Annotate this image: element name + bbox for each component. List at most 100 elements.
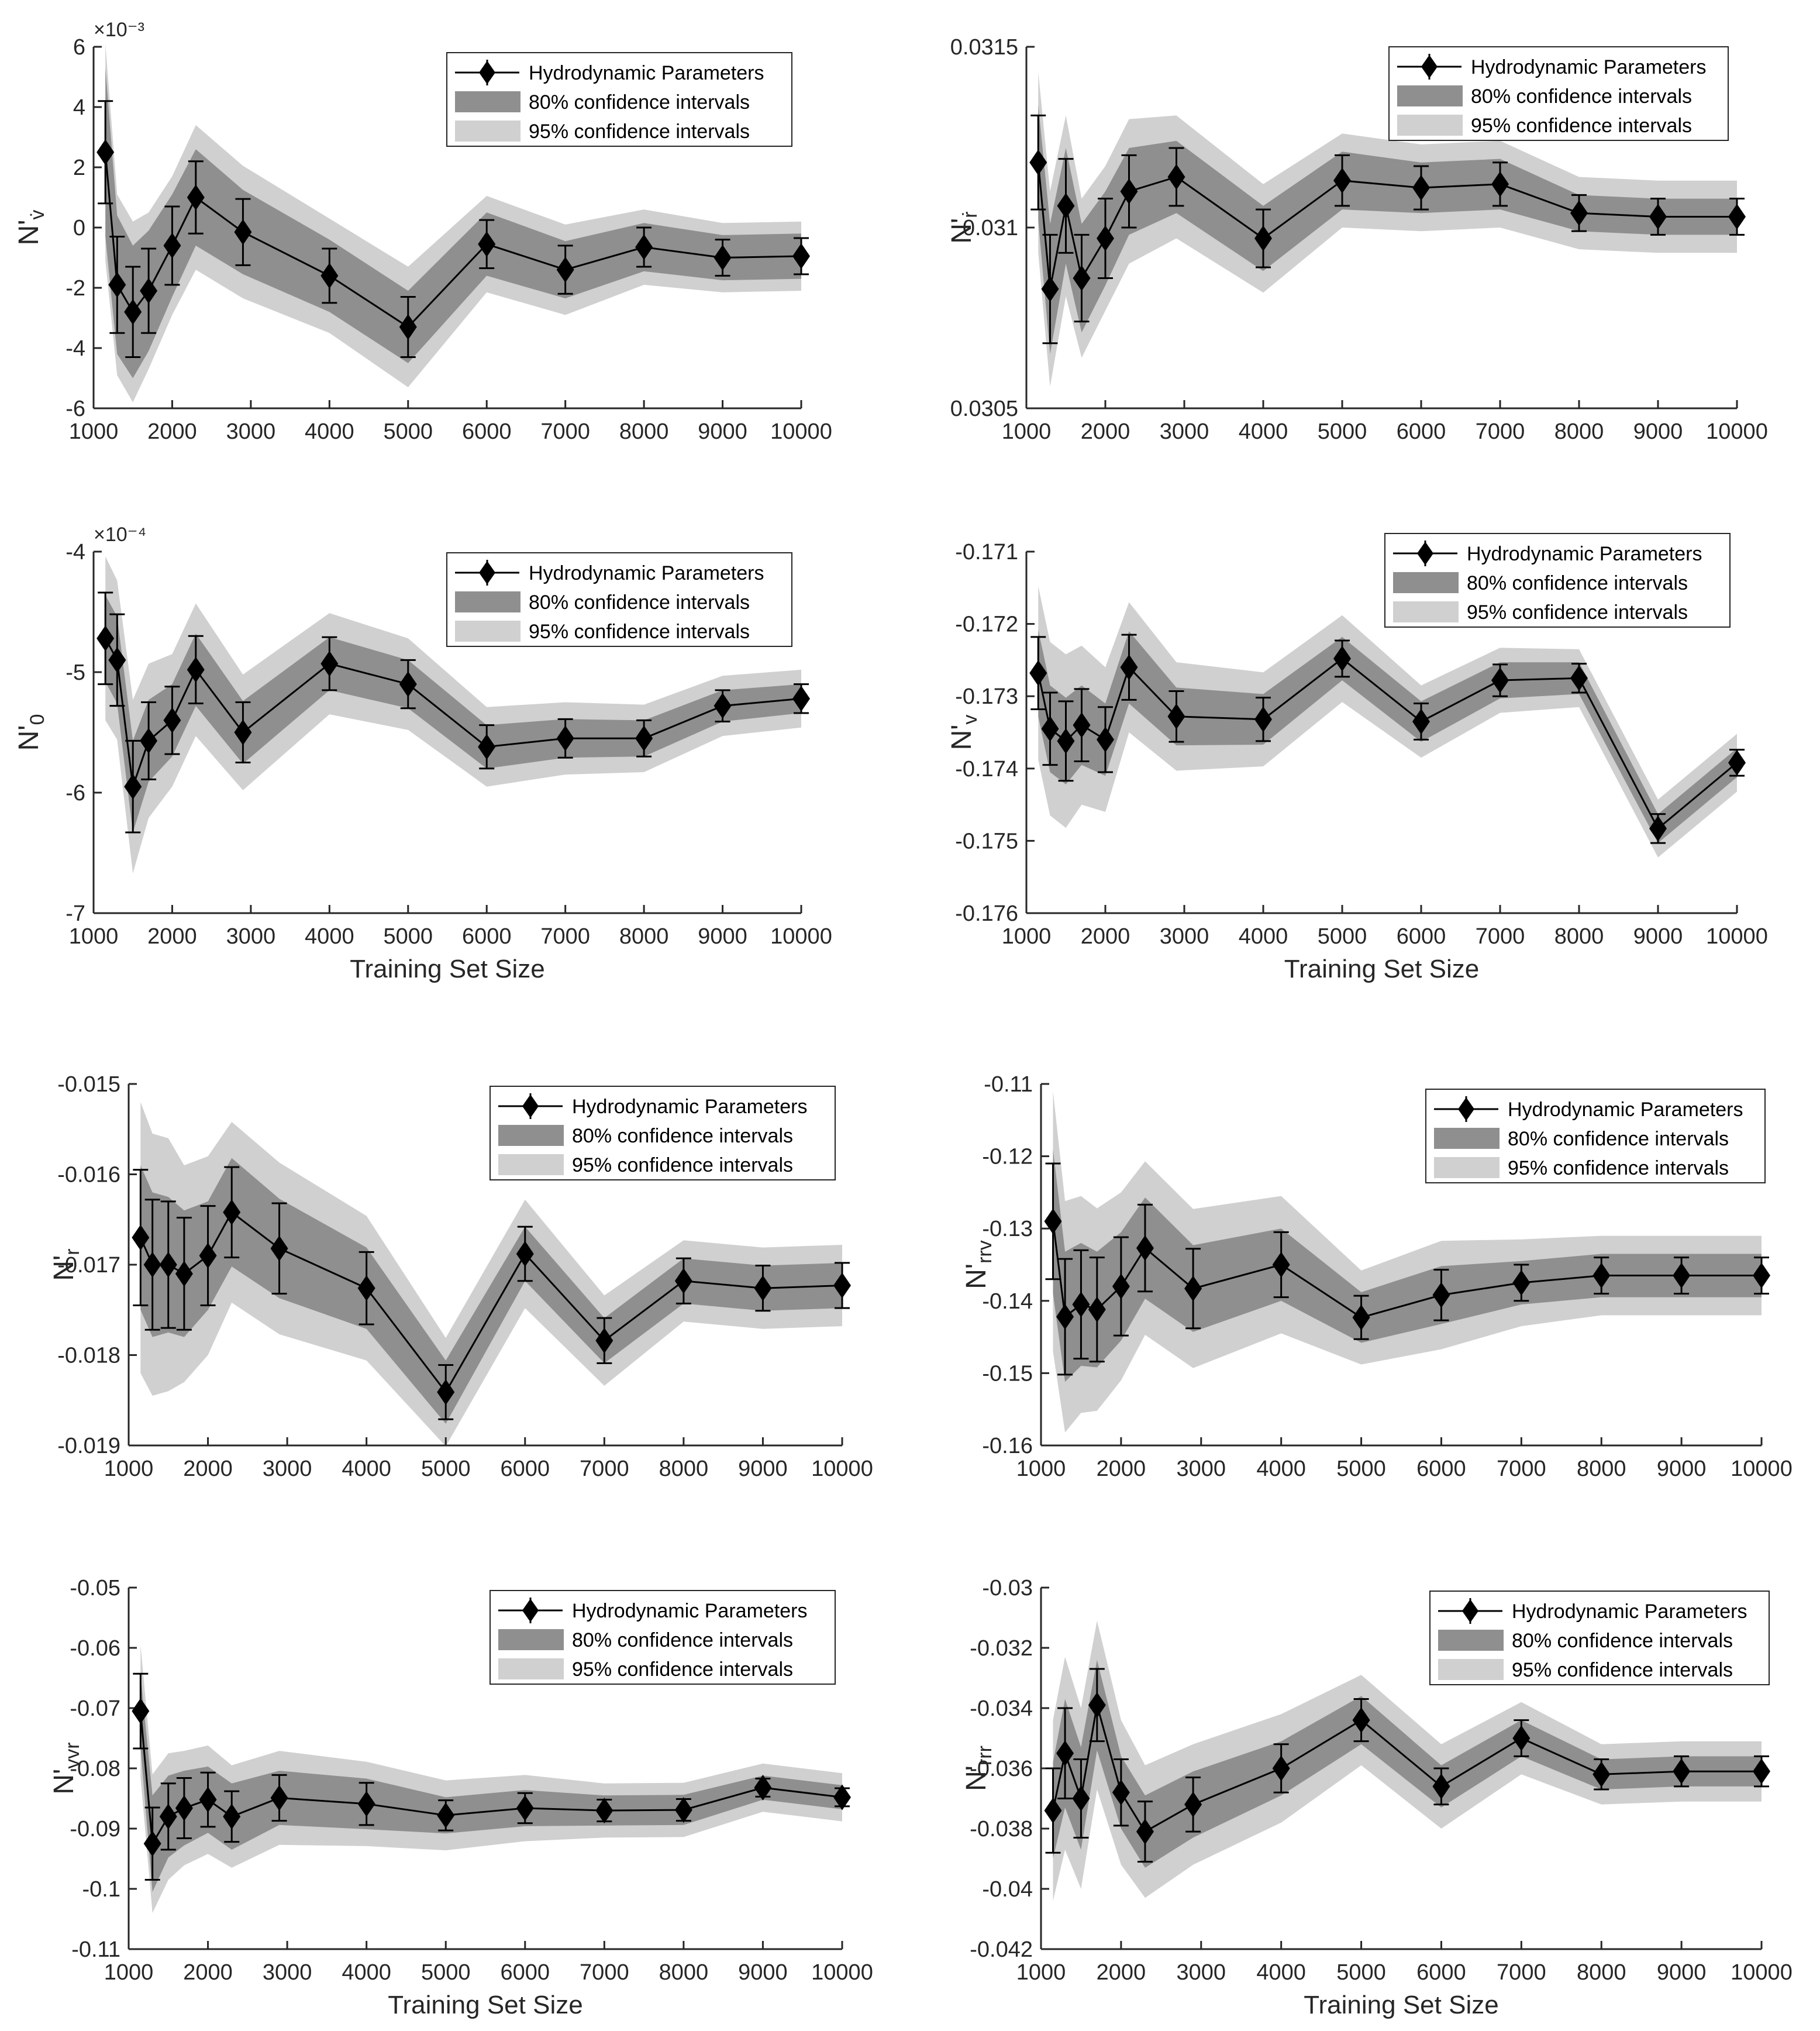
data-point-marker[interactable]: [1057, 728, 1075, 754]
data-point-marker[interactable]: [1412, 708, 1430, 735]
data-point-marker[interactable]: [163, 232, 181, 259]
data-point-marker[interactable]: [713, 245, 732, 271]
data-point-marker[interactable]: [1673, 1262, 1691, 1289]
data-point-marker[interactable]: [1649, 204, 1667, 230]
data-point-marker[interactable]: [1272, 1252, 1290, 1278]
data-point-marker[interactable]: [320, 650, 339, 677]
data-point-marker[interactable]: [1088, 1692, 1106, 1718]
data-point-marker[interactable]: [1120, 654, 1138, 680]
data-point-marker[interactable]: [1097, 727, 1114, 753]
data-point-marker[interactable]: [713, 693, 732, 719]
data-point-marker[interactable]: [1097, 225, 1114, 252]
data-point-marker[interactable]: [556, 257, 574, 283]
data-point-marker[interactable]: [1041, 276, 1059, 302]
data-point-marker[interactable]: [1570, 200, 1588, 226]
data-point-marker[interactable]: [1184, 1791, 1202, 1817]
data-point-marker[interactable]: [1112, 1779, 1130, 1806]
data-point-marker[interactable]: [1112, 1273, 1130, 1300]
data-point-marker[interactable]: [1412, 175, 1430, 201]
data-point-marker[interactable]: [595, 1327, 613, 1354]
data-point-marker[interactable]: [199, 1242, 217, 1269]
data-point-marker[interactable]: [635, 234, 653, 260]
data-point-marker[interactable]: [1753, 1758, 1770, 1785]
data-point-marker[interactable]: [223, 1199, 241, 1226]
data-point-marker[interactable]: [792, 243, 810, 269]
data-point-marker[interactable]: [108, 271, 126, 298]
data-point-marker[interactable]: [1041, 715, 1059, 742]
data-point-marker[interactable]: [159, 1803, 177, 1830]
data-point-marker[interactable]: [1432, 1282, 1450, 1308]
data-point-marker[interactable]: [1352, 1304, 1370, 1331]
data-point-marker[interactable]: [1044, 1208, 1062, 1234]
data-point-marker[interactable]: [159, 1252, 177, 1278]
data-point-marker[interactable]: [1512, 1725, 1531, 1751]
data-point-marker[interactable]: [674, 1797, 692, 1823]
data-point-marker[interactable]: [833, 1272, 851, 1299]
data-point-marker[interactable]: [163, 707, 181, 734]
data-point-marker[interactable]: [437, 1379, 455, 1405]
data-point-marker[interactable]: [1272, 1755, 1290, 1781]
data-point-marker[interactable]: [1254, 706, 1272, 732]
data-point-marker[interactable]: [124, 299, 142, 325]
data-point-marker[interactable]: [1072, 1291, 1090, 1317]
data-point-marker[interactable]: [399, 314, 417, 340]
data-point-marker[interactable]: [132, 1698, 150, 1724]
data-point-marker[interactable]: [635, 725, 653, 752]
data-point-marker[interactable]: [1728, 204, 1746, 230]
data-point-marker[interactable]: [108, 647, 126, 673]
data-point-marker[interactable]: [1432, 1773, 1450, 1799]
data-point-marker[interactable]: [595, 1798, 613, 1824]
data-point-marker[interactable]: [516, 1241, 534, 1267]
data-point-marker[interactable]: [1136, 1235, 1154, 1261]
data-point-marker[interactable]: [1333, 167, 1351, 194]
data-point-marker[interactable]: [437, 1802, 455, 1829]
data-point-marker[interactable]: [1333, 645, 1351, 672]
data-point-marker[interactable]: [175, 1795, 193, 1821]
data-point-marker[interactable]: [1120, 178, 1138, 205]
data-point-marker[interactable]: [175, 1261, 193, 1287]
data-point-marker[interactable]: [833, 1784, 851, 1810]
data-point-marker[interactable]: [132, 1224, 150, 1251]
data-point-marker[interactable]: [1029, 660, 1047, 686]
data-point-marker[interactable]: [399, 671, 417, 697]
data-point-marker[interactable]: [1044, 1798, 1062, 1824]
data-point-marker[interactable]: [1167, 703, 1185, 729]
data-point-marker[interactable]: [478, 231, 496, 257]
data-point-marker[interactable]: [1136, 1819, 1154, 1845]
data-point-marker[interactable]: [1352, 1707, 1370, 1733]
data-point-marker[interactable]: [1184, 1275, 1202, 1302]
data-point-marker[interactable]: [754, 1774, 772, 1801]
data-point-marker[interactable]: [199, 1786, 217, 1813]
data-point-marker[interactable]: [1592, 1262, 1611, 1289]
data-point-marker[interactable]: [143, 1252, 161, 1278]
data-point-marker[interactable]: [357, 1791, 375, 1817]
data-point-marker[interactable]: [187, 656, 205, 683]
data-point-marker[interactable]: [96, 139, 115, 166]
data-point-marker[interactable]: [96, 625, 115, 652]
data-point-marker[interactable]: [234, 219, 252, 245]
data-point-marker[interactable]: [223, 1803, 241, 1830]
data-point-marker[interactable]: [674, 1268, 692, 1294]
data-point-marker[interactable]: [357, 1275, 375, 1302]
data-point-marker[interactable]: [1592, 1761, 1611, 1788]
data-point-marker[interactable]: [270, 1235, 288, 1262]
data-point-marker[interactable]: [140, 728, 158, 754]
data-point-marker[interactable]: [1491, 667, 1509, 694]
data-point-marker[interactable]: [1029, 149, 1047, 175]
data-point-marker[interactable]: [143, 1830, 161, 1857]
data-point-marker[interactable]: [1057, 192, 1075, 219]
data-point-marker[interactable]: [1056, 1303, 1074, 1330]
data-point-marker[interactable]: [1570, 665, 1588, 691]
data-point-marker[interactable]: [124, 773, 142, 800]
data-point-marker[interactable]: [1072, 1785, 1090, 1812]
data-point-marker[interactable]: [140, 278, 158, 304]
data-point-marker[interactable]: [1649, 815, 1667, 842]
data-point-marker[interactable]: [1167, 164, 1185, 190]
data-point-marker[interactable]: [1491, 171, 1509, 197]
data-point-marker[interactable]: [754, 1275, 772, 1302]
data-point-marker[interactable]: [1088, 1296, 1106, 1323]
data-point-marker[interactable]: [1254, 225, 1272, 252]
data-point-marker[interactable]: [1673, 1758, 1691, 1785]
data-point-marker[interactable]: [792, 686, 810, 712]
data-point-marker[interactable]: [270, 1785, 288, 1811]
